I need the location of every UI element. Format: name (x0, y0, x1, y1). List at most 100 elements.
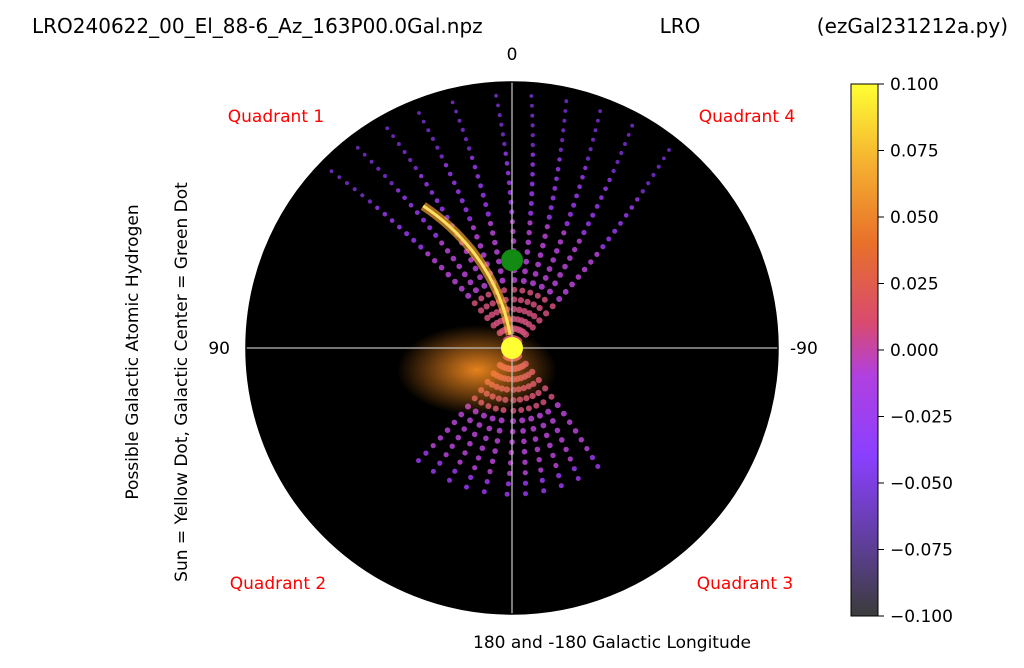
colorbar-tick-label: −0.075 (890, 541, 953, 561)
emission-dot (483, 202, 489, 208)
emission-dot (536, 412, 543, 419)
emission-dot (460, 127, 465, 132)
emission-dot (389, 218, 395, 223)
emission-dot (588, 259, 594, 265)
emission-dot (503, 151, 508, 156)
emission-dot (598, 109, 602, 113)
emission-dot (529, 191, 535, 197)
emission-dot (492, 448, 498, 454)
emission-dot (547, 442, 553, 449)
emission-dot (528, 210, 534, 216)
emission-dot (524, 249, 531, 255)
emission-dot (447, 477, 452, 483)
emission-dot (445, 271, 452, 278)
emission-dot (461, 426, 468, 432)
colorbar-tick-label: 0.050 (890, 208, 939, 228)
colorbar-tick-label: 0.075 (890, 142, 939, 162)
emission-dot (537, 252, 544, 258)
emission-dot (561, 230, 567, 236)
emission-dot (456, 263, 463, 270)
emission-arm (511, 99, 569, 494)
emission-dot (437, 460, 443, 466)
emission-dot (646, 181, 651, 186)
emission-dot (439, 240, 445, 246)
emission-dot (452, 180, 457, 186)
emission-dot (554, 402, 561, 409)
quadrant-label-1: Quadrant 1 (228, 107, 324, 127)
emission-dot (494, 249, 500, 255)
emission-dot (457, 118, 462, 123)
emission-dot (488, 311, 496, 318)
emission-dot (529, 181, 535, 187)
quadrant-label-4: Quadrant 4 (699, 107, 795, 127)
emission-dot (581, 229, 587, 236)
emission-dot (490, 230, 496, 236)
emission-dot (479, 445, 486, 452)
emission-dot (600, 244, 606, 250)
emission-dot (396, 142, 401, 146)
emission-dot (450, 100, 455, 105)
emission-dot (497, 268, 504, 274)
emission-dot (489, 300, 496, 307)
emission-dot (382, 173, 388, 179)
emission-dot (458, 285, 465, 292)
colorbar-tick-label: 0.025 (890, 275, 939, 295)
emission-dot (623, 213, 629, 218)
emission-dot (530, 142, 535, 148)
emission-dot (413, 165, 418, 171)
emission-dot (562, 118, 567, 123)
colorbar-tick-label: −0.025 (890, 408, 953, 428)
emission-dot (432, 258, 438, 264)
emission-dot (559, 437, 565, 443)
emission-dot (530, 103, 534, 108)
emission-dot (523, 258, 530, 265)
emission-dot (362, 152, 367, 157)
emission-dot (435, 145, 440, 150)
emission-dot (522, 459, 528, 465)
emission-dot (572, 428, 579, 434)
emission-dot (575, 476, 581, 481)
emission-dot (425, 251, 431, 257)
emission-dot (555, 166, 561, 172)
emission-dot (533, 402, 540, 409)
emission-dot (376, 166, 381, 171)
emission-dot (531, 312, 538, 320)
emission-dot (534, 446, 541, 453)
emission-dot (667, 148, 671, 152)
emission-dot (521, 308, 528, 315)
emission-dot (569, 281, 575, 288)
emission-dot (545, 408, 552, 415)
emission-dot (511, 277, 518, 283)
emission-dot (606, 236, 612, 242)
emission-dot (475, 174, 481, 179)
emission-dot (522, 268, 528, 275)
emission-dot (550, 452, 556, 459)
emission-dot (516, 306, 523, 313)
emission-dot (554, 176, 559, 182)
emission-dot (416, 458, 421, 464)
emission-dot (367, 199, 373, 204)
emission-dot (472, 164, 478, 170)
emission-dot (505, 481, 511, 487)
x-axis-label: 180 and -180 Galactic Longitude (473, 633, 751, 653)
emission-dot (430, 468, 436, 474)
emission-dot (544, 224, 550, 230)
emission-dot (583, 165, 588, 171)
emission-dot (532, 271, 539, 277)
emission-dot (558, 483, 564, 489)
emission-dot (542, 233, 548, 239)
emission-dot (467, 279, 474, 286)
emission-dot (560, 410, 567, 417)
emission-dot (560, 138, 565, 143)
emission-dot (489, 415, 496, 422)
emission-dot (475, 455, 482, 461)
emission-dot (345, 181, 349, 186)
quadrant-label-3: Quadrant 3 (697, 574, 793, 594)
emission-dot (540, 399, 547, 406)
emission-dot (493, 309, 500, 316)
header-script: (ezGal231212a.py) (817, 14, 1008, 38)
emission-dot (469, 155, 475, 160)
emission-dot (576, 238, 582, 244)
emission-dot (502, 141, 507, 147)
header-station: LRO (660, 14, 701, 38)
